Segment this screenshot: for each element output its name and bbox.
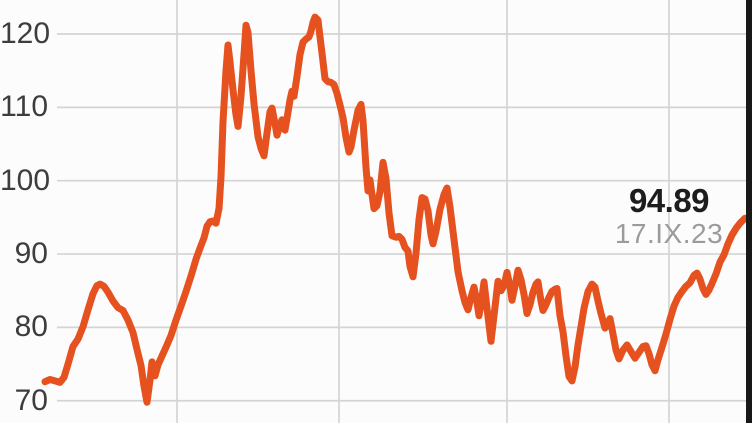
y-axis-label: 80 [14,310,48,344]
last-price-value: 94.89 [628,182,710,219]
last-price-annotation: 94.89 17.IX.23 [615,184,723,248]
y-axis-label: 120 [0,17,51,50]
y-axis-label: 90 [14,237,48,271]
y-axis-label: 110 [0,90,48,124]
price-line [41,13,749,406]
screen-edge-strip [746,0,752,423]
y-axis-label: 100 [0,163,51,197]
last-price-date: 17.IX.23 [614,218,724,249]
y-axis-label: 70 [14,383,48,417]
